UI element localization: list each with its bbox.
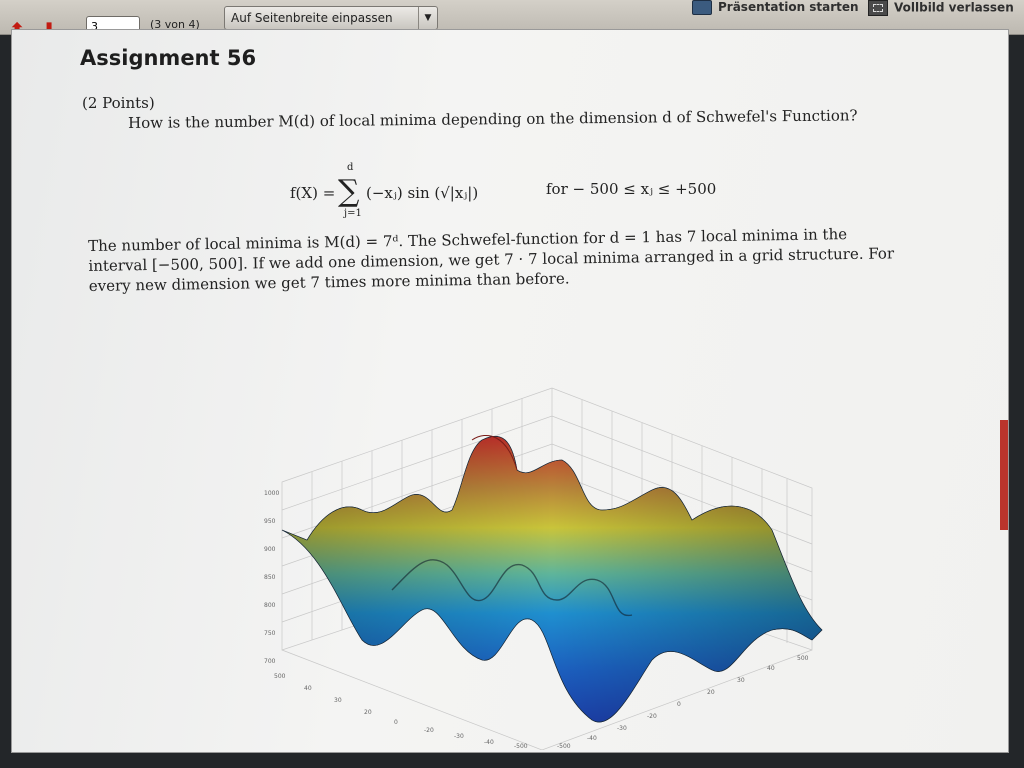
x-axis-ticks: 500 40 30 20 0 -20 -30 -40 -500 xyxy=(274,673,528,750)
zoom-select[interactable]: Auf Seitenbreite einpassen ▼ xyxy=(224,6,438,30)
sum-symbol: ∑ xyxy=(338,174,360,209)
sum-upper-limit: d xyxy=(347,162,354,173)
z-tick: 750 xyxy=(264,630,276,637)
x-tick: -20 xyxy=(424,727,434,734)
x-tick: 0 xyxy=(394,719,398,726)
x-tick: 20 xyxy=(364,709,372,716)
x-tick: 40 xyxy=(304,685,312,692)
formula-body: (−xⱼ) sin (√|xⱼ|) xyxy=(366,184,479,202)
x-tick: -30 xyxy=(454,733,464,740)
schwefel-formula: f(X) = ∑ d j=1 (−xⱼ) sin (√|xⱼ|) for − 5… xyxy=(290,162,760,232)
y-tick: 20 xyxy=(707,689,715,696)
chevron-down-icon[interactable]: ▼ xyxy=(418,7,437,29)
document-page: Assignment 56 (2 Points) How is the numb… xyxy=(12,30,1008,752)
points-label: (2 Points) xyxy=(82,94,155,112)
y-tick: 500 xyxy=(797,655,809,662)
z-tick: 700 xyxy=(264,658,276,665)
x-tick: 30 xyxy=(334,697,342,704)
zoom-select-label: Auf Seitenbreite einpassen xyxy=(231,11,393,25)
fullscreen-exit-icon xyxy=(868,0,888,16)
x-tick: 500 xyxy=(274,673,286,680)
exit-fullscreen-label: Vollbild verlassen xyxy=(894,0,1014,15)
page-title: Assignment 56 xyxy=(80,46,257,70)
z-tick: 850 xyxy=(264,574,276,581)
y-tick: -30 xyxy=(617,725,627,732)
page-count-label: (3 von 4) xyxy=(150,18,200,31)
z-axis-ticks: 1000 950 900 850 800 750 700 xyxy=(264,490,279,665)
viewer-toolbar: ⬆ ⬇ (3 von 4) Auf Seitenbreite einpassen… xyxy=(0,0,1024,40)
y-tick: -20 xyxy=(647,713,657,720)
formula-range: for − 500 ≤ xⱼ ≤ +500 xyxy=(546,180,717,198)
question-text: How is the number M(d) of local minima d… xyxy=(128,106,858,132)
x-tick: -40 xyxy=(484,739,494,746)
y-tick: -500 xyxy=(557,743,571,750)
z-tick: 950 xyxy=(264,518,276,525)
y-tick: 0 xyxy=(677,701,681,708)
presentation-icon xyxy=(692,0,712,15)
z-tick: 1000 xyxy=(264,490,279,497)
sum-lower-limit: j=1 xyxy=(344,208,362,219)
exit-fullscreen-button[interactable]: Vollbild verlassen xyxy=(868,0,1014,16)
y-tick: 40 xyxy=(767,665,775,672)
surface xyxy=(281,435,823,723)
answer-paragraph: The number of local minima is M(d) = 7ᵈ.… xyxy=(88,222,949,296)
y-axis-ticks: -500 -40 -30 -20 0 20 30 40 500 xyxy=(557,655,809,750)
scrollbar-handle[interactable] xyxy=(1000,420,1008,530)
y-tick: -40 xyxy=(587,735,597,742)
start-presentation-label: Präsentation starten xyxy=(718,0,859,14)
formula-lhs: f(X) = xyxy=(290,184,336,202)
schwefel-surface-plot: 1000 950 900 850 800 750 700 500 40 30 2… xyxy=(264,387,823,750)
y-tick: 30 xyxy=(737,677,745,684)
z-tick: 800 xyxy=(264,602,276,609)
x-tick: -500 xyxy=(514,743,528,750)
start-presentation-button[interactable]: Präsentation starten xyxy=(692,0,859,16)
z-tick: 900 xyxy=(264,546,276,553)
